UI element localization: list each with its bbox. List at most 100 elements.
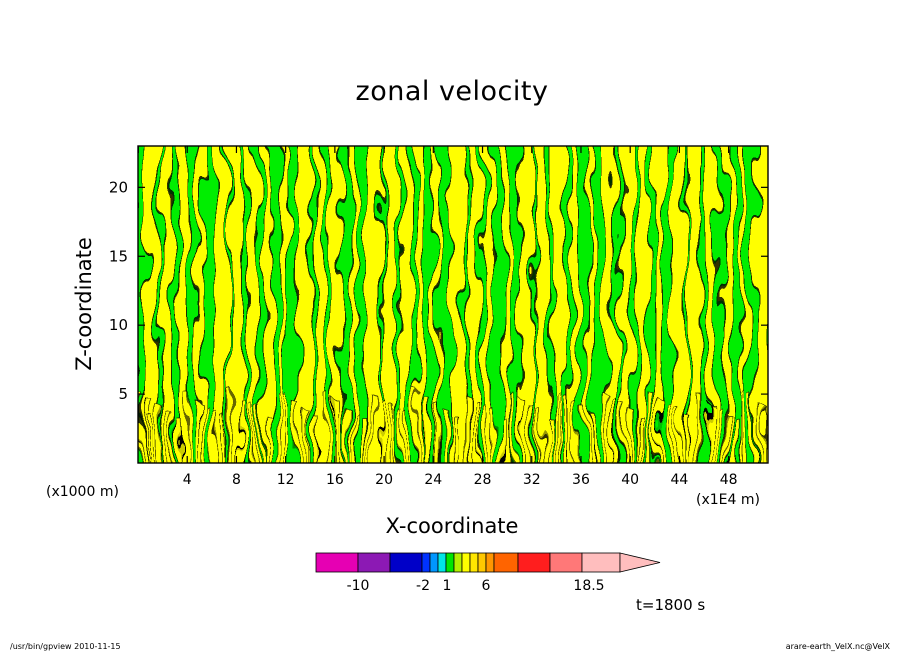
x-tick-label: 8 xyxy=(232,472,241,488)
field-band xyxy=(399,146,411,463)
field-band xyxy=(620,146,633,463)
field-band xyxy=(705,146,717,463)
y-tick-label: 5 xyxy=(118,385,128,403)
field-band xyxy=(667,404,673,463)
field-band xyxy=(722,146,732,463)
field-band xyxy=(565,398,571,463)
colorbar-swatch xyxy=(581,552,621,573)
x-axis-label-row: X-coordinate xyxy=(0,514,904,544)
colorbar-swatch xyxy=(477,552,487,573)
field-band xyxy=(528,404,533,463)
field-band xyxy=(416,146,426,463)
field-band xyxy=(688,146,702,463)
field-band xyxy=(603,146,618,463)
colorbar-swatch xyxy=(493,552,519,573)
field-band xyxy=(569,146,579,463)
field-band xyxy=(156,404,161,463)
field-band xyxy=(484,146,495,463)
x-tick-label: 32 xyxy=(523,472,541,488)
colorbar-swatch xyxy=(517,552,551,573)
field-band xyxy=(444,410,450,463)
time-annotation: t=1800 s xyxy=(636,596,706,614)
field-band xyxy=(174,416,180,463)
field-band xyxy=(760,404,766,463)
field-band xyxy=(149,416,154,463)
colorbar-label: 18.5 xyxy=(573,578,604,594)
x-tick-label: 28 xyxy=(474,472,492,488)
field-band xyxy=(584,410,589,463)
field-band xyxy=(518,146,534,463)
field-band xyxy=(649,392,654,463)
field-band xyxy=(751,398,757,463)
field-band xyxy=(230,392,236,463)
field-band xyxy=(723,410,729,463)
x-tick-label: 36 xyxy=(572,472,590,488)
field-band xyxy=(433,146,441,463)
plot-area xyxy=(138,126,800,483)
colorbar-swatch xyxy=(453,552,463,573)
field-band xyxy=(314,416,320,463)
field-band xyxy=(365,146,381,463)
colorbar-label: -2 xyxy=(416,578,430,594)
x-tick-label: 20 xyxy=(375,472,393,488)
footer-file: arare-earth_VelX.nc@VelX xyxy=(785,642,890,651)
field-band xyxy=(491,410,496,463)
field-band xyxy=(332,398,338,463)
field-band xyxy=(574,404,580,463)
field-band xyxy=(677,410,682,463)
x-axis-label: X-coordinate xyxy=(385,514,519,538)
field-band xyxy=(240,398,245,463)
field-band xyxy=(481,404,487,463)
field-band xyxy=(277,392,282,463)
field-band xyxy=(535,146,549,463)
y-tick-label: 15 xyxy=(109,247,128,265)
field-band xyxy=(195,146,204,463)
colorbar-swatch xyxy=(445,552,455,573)
colorbar-label: -10 xyxy=(347,578,370,594)
colorbar-label: 1 xyxy=(443,578,452,594)
field-band xyxy=(280,146,288,463)
field-band xyxy=(229,146,243,463)
field-band xyxy=(382,146,396,463)
colorbar-swatch xyxy=(421,552,431,573)
field-band xyxy=(537,410,543,463)
field-band xyxy=(501,146,510,463)
field-band xyxy=(602,392,608,463)
x-tick-label: 44 xyxy=(670,472,688,488)
field-band xyxy=(165,410,171,463)
field-band xyxy=(323,392,329,463)
field-band xyxy=(221,416,226,463)
field-band xyxy=(546,416,552,463)
field-band xyxy=(184,392,189,463)
field-band xyxy=(500,416,506,463)
x-axis: 4 8 12 16 20 24 28 32 36 40 44 48 xyxy=(183,146,738,488)
field-band xyxy=(140,410,145,463)
field-band xyxy=(654,146,663,463)
field-band xyxy=(518,398,524,463)
field-band xyxy=(425,398,431,463)
field-band xyxy=(639,416,645,463)
field-band xyxy=(450,146,465,463)
colorbar-swatch xyxy=(429,552,439,573)
field-band xyxy=(739,146,747,463)
field-band xyxy=(202,404,208,463)
field-band xyxy=(463,392,468,463)
field-band xyxy=(509,392,515,463)
x-axis-unit-right: (x1E4 m) xyxy=(696,492,760,508)
y-axis: 5 10 15 20 xyxy=(109,178,768,403)
y-tick-label: 10 xyxy=(109,316,128,334)
colorbar-arrow xyxy=(619,552,661,573)
colorbar-swatch xyxy=(469,552,479,573)
colorbar-swatch xyxy=(357,552,391,573)
field-band xyxy=(453,416,459,463)
field-band xyxy=(593,416,599,463)
field-band xyxy=(305,410,310,463)
colorbar-label: 6 xyxy=(482,578,491,594)
field-band xyxy=(791,126,800,483)
y-axis-label: Z-coordinate xyxy=(72,237,96,371)
velocity-field xyxy=(138,126,800,483)
x-tick-label: 48 xyxy=(720,472,738,488)
field-band xyxy=(472,398,478,463)
field-band xyxy=(416,392,422,463)
field-band xyxy=(621,404,626,463)
